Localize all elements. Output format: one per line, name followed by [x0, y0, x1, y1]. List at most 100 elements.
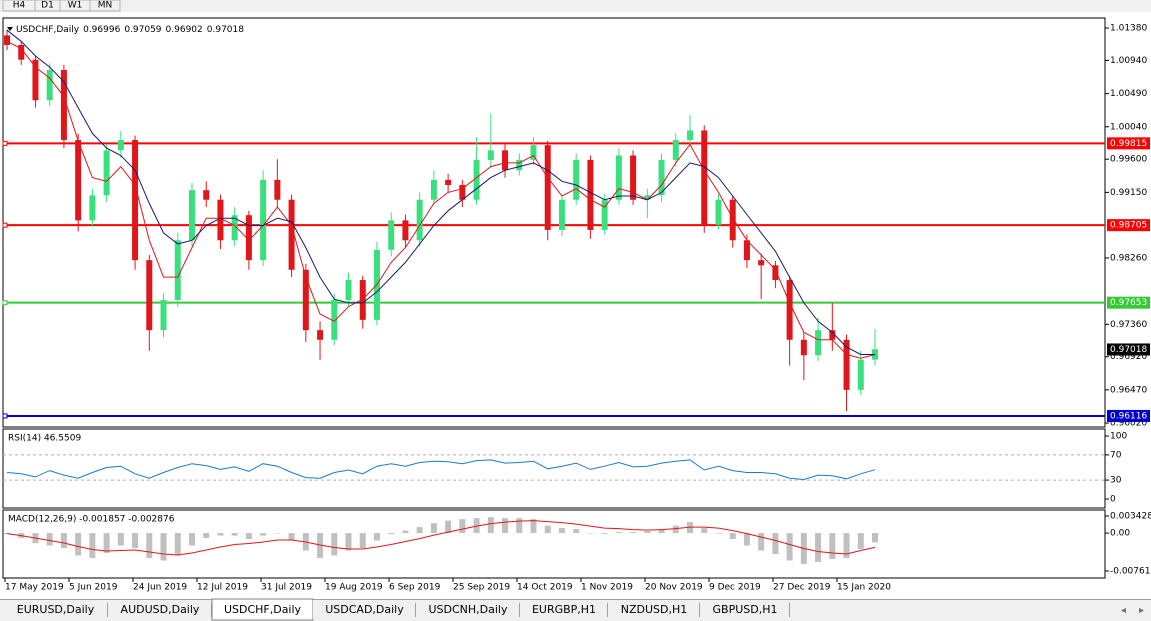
y-tick-label: 70 — [1110, 450, 1122, 460]
macd-bar — [673, 526, 679, 533]
x-tick-label: 14 Oct 2019 — [517, 583, 573, 593]
macd-bar — [374, 533, 380, 540]
macd-bar — [246, 533, 252, 539]
level-handle — [3, 223, 7, 227]
tab[interactable]: AUDUSD,Daily — [108, 600, 212, 619]
y-tick-label: -0.007615 — [1110, 566, 1151, 576]
macd-bar — [815, 533, 821, 562]
candle-body — [417, 200, 423, 241]
x-tick-label: 15 Jan 2020 — [837, 583, 891, 593]
panel-title: RSI(14) 46.5509 — [8, 434, 81, 444]
macd-bar — [47, 533, 53, 545]
y-tick-label: 1.01380 — [1110, 24, 1147, 34]
macd-bar — [730, 533, 736, 539]
candle-body — [32, 60, 38, 101]
macd-bar — [459, 519, 465, 533]
macd-bar — [545, 526, 551, 533]
tab-label: USDCAD,Daily — [325, 603, 404, 616]
candle-body — [815, 330, 821, 355]
tab[interactable]: EURUSD,Daily — [3, 600, 108, 619]
tab[interactable]: USDCHF,Daily — [212, 599, 313, 620]
y-tick-label: 0 — [1110, 494, 1116, 504]
panel-title: MACD(12,26,9) -0.001857 -0.002876 — [8, 515, 175, 525]
macd-bar — [630, 532, 636, 533]
macd-bar — [488, 517, 494, 533]
candle-body — [346, 280, 352, 300]
x-tick-label: 20 Nov 2019 — [645, 583, 703, 593]
macd-bar — [772, 533, 778, 554]
y-tick-label: 1.00940 — [1110, 56, 1147, 66]
x-tick-label: 31 Jul 2019 — [261, 583, 312, 593]
macd-bar — [331, 533, 337, 555]
tab-label: USDCHF,Daily — [224, 603, 302, 616]
tab-label: GBPUSD,H1 — [713, 603, 778, 616]
timeframe-bar — [0, 0, 1151, 12]
macd-bar — [431, 523, 437, 533]
tab[interactable]: EURGBP,H1 — [520, 600, 608, 619]
last-price-label: 0.97018 — [1110, 345, 1147, 355]
macd-bar — [758, 533, 764, 550]
macd-bar — [858, 533, 864, 549]
candle-body — [687, 130, 693, 140]
y-tick-label: 1.00490 — [1110, 89, 1147, 99]
candle-body — [75, 140, 81, 220]
candle-body — [61, 70, 67, 140]
candle-body — [858, 360, 864, 390]
candle-body — [203, 190, 209, 200]
candle-body — [303, 270, 309, 330]
tab[interactable]: NZDUSD,H1 — [608, 600, 700, 619]
macd-bar — [829, 533, 835, 559]
ohlc-value: 0.97059 — [124, 25, 161, 35]
level-label: 0.99815 — [1110, 139, 1147, 149]
macd-bar — [602, 533, 608, 534]
tab-label: AUDUSD,Daily — [121, 603, 200, 616]
candle-body — [445, 180, 451, 185]
macd-bar — [132, 533, 138, 548]
x-tick-label: 25 Sep 2019 — [453, 583, 510, 593]
macd-bar — [715, 533, 721, 534]
x-tick-label: 1 Nov 2019 — [581, 583, 633, 593]
candle-body — [175, 240, 181, 300]
macd-bar — [417, 527, 423, 533]
macd-bar — [289, 533, 295, 540]
macd-bar — [616, 532, 622, 533]
tab[interactable]: GBPUSD,H1 — [700, 600, 790, 619]
timeframe-label: W1 — [68, 1, 83, 11]
macd-bar — [89, 533, 95, 558]
candle-body — [559, 200, 565, 230]
level-handle — [3, 141, 7, 145]
tab-label: EURUSD,Daily — [17, 603, 95, 616]
candle-body — [545, 145, 551, 230]
x-tick-label: 9 Dec 2019 — [709, 583, 761, 593]
y-tick-label: 30 — [1110, 476, 1122, 486]
macd-bar — [744, 533, 750, 545]
macd-bar — [587, 533, 593, 534]
tab-label: USDCNH,Daily — [428, 603, 508, 616]
candle-body — [189, 190, 195, 240]
symbol: USDCHF,Daily — [16, 25, 80, 35]
level-handle — [3, 414, 7, 418]
x-tick-label: 19 Aug 2019 — [325, 583, 383, 593]
timeframe-label: H4 — [13, 1, 26, 11]
macd-bar — [203, 533, 209, 538]
ohlc-value: 0.96902 — [166, 25, 203, 35]
macd-bar — [175, 533, 181, 555]
macd-bar — [872, 533, 878, 542]
candle-body — [530, 145, 536, 160]
macd-bar — [502, 518, 508, 533]
macd-bar — [118, 533, 124, 545]
candle-body — [488, 150, 494, 160]
candle-body — [217, 200, 223, 241]
macd-bar — [260, 533, 266, 535]
y-tick-label: 0.00 — [1110, 529, 1130, 539]
macd-bar — [189, 533, 195, 545]
candle-body — [104, 150, 110, 195]
tab[interactable]: USDCNH,Daily — [416, 600, 520, 619]
x-tick-label: 27 Dec 2019 — [773, 583, 831, 593]
candle-body — [744, 240, 750, 260]
candle-body — [118, 140, 124, 150]
x-tick-label: 12 Jul 2019 — [197, 583, 248, 593]
y-tick-label: 0.97360 — [1110, 320, 1147, 330]
tab[interactable]: USDCAD,Daily — [313, 600, 416, 619]
